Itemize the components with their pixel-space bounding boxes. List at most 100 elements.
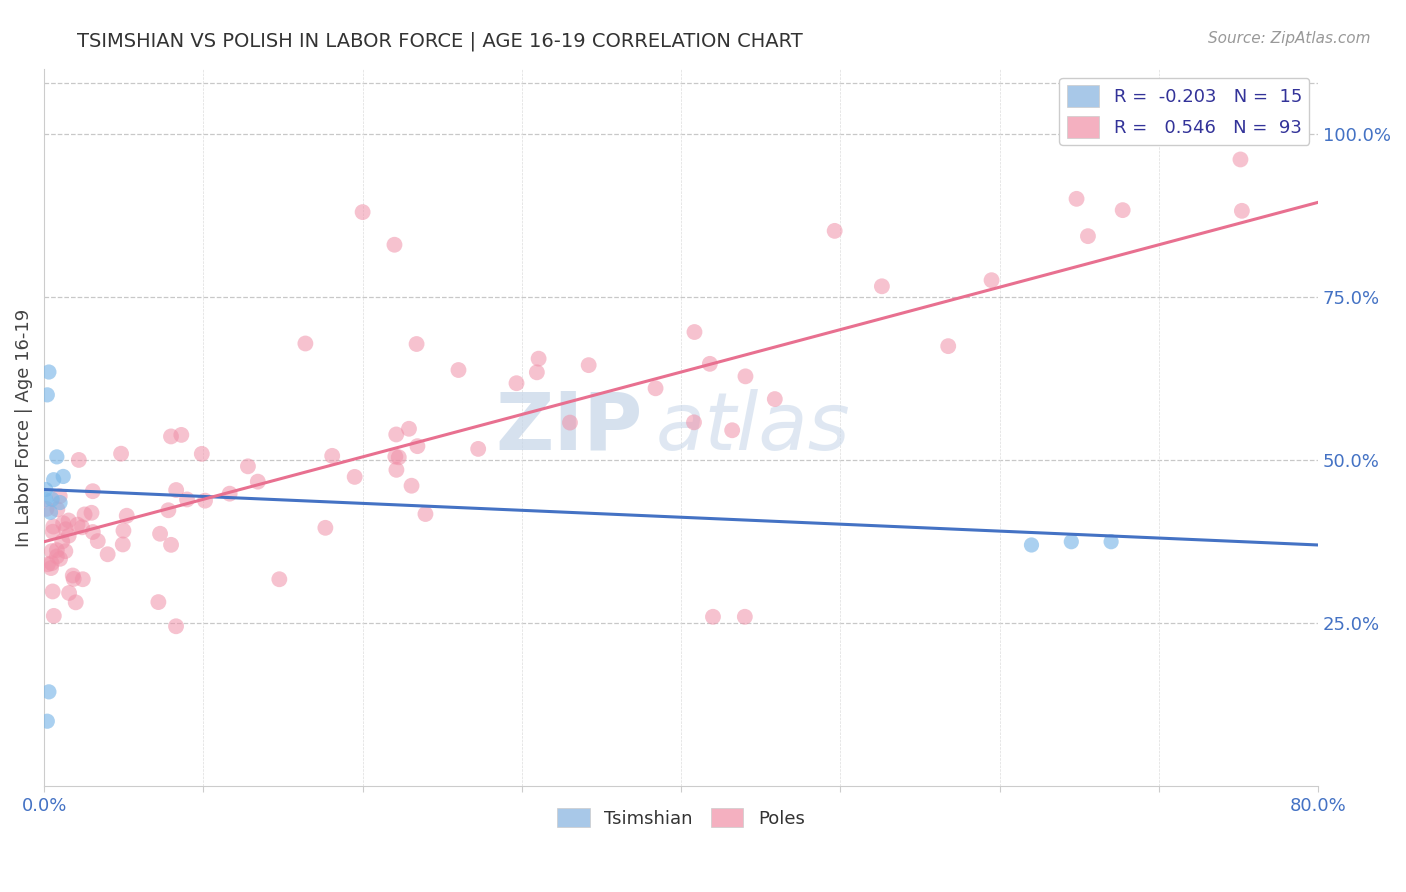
Point — [170, 428, 193, 442]
Point — [526, 365, 548, 379]
Point — [343, 470, 366, 484]
Point — [405, 337, 427, 351]
Point — [39, 505, 62, 519]
Point — [41, 584, 63, 599]
Point — [41, 556, 63, 570]
Text: TSIMSHIAN VS POLISH IN LABOR FORCE | AGE 16-19 CORRELATION CHART: TSIMSHIAN VS POLISH IN LABOR FORCE | AGE… — [77, 31, 803, 51]
Point — [384, 237, 406, 252]
Point — [49, 495, 72, 509]
Point — [62, 572, 84, 586]
Point — [527, 351, 550, 366]
Point — [37, 558, 59, 572]
Point — [41, 492, 63, 507]
Point — [82, 484, 104, 499]
Point — [824, 224, 846, 238]
Point — [505, 376, 527, 391]
Point — [52, 469, 75, 483]
Point — [236, 459, 259, 474]
Point — [165, 483, 187, 497]
Point — [314, 521, 336, 535]
Point — [149, 526, 172, 541]
Text: Source: ZipAtlas.com: Source: ZipAtlas.com — [1208, 31, 1371, 46]
Point — [70, 520, 93, 534]
Point — [115, 508, 138, 523]
Point — [218, 486, 240, 500]
Point — [38, 685, 60, 699]
Point — [176, 492, 198, 507]
Point — [1066, 192, 1088, 206]
Point — [51, 534, 73, 549]
Point — [467, 442, 489, 456]
Point — [1229, 153, 1251, 167]
Point — [578, 358, 600, 372]
Text: ZIP: ZIP — [496, 389, 643, 467]
Point — [45, 549, 67, 564]
Point — [644, 381, 666, 395]
Point — [58, 514, 80, 528]
Point — [48, 489, 70, 503]
Point — [42, 519, 65, 533]
Point — [415, 507, 437, 521]
Point — [110, 447, 132, 461]
Point — [82, 524, 104, 539]
Point — [194, 493, 217, 508]
Legend: Tsimshian, Poles: Tsimshian, Poles — [550, 800, 813, 835]
Point — [157, 503, 180, 517]
Point — [294, 336, 316, 351]
Point — [111, 537, 134, 551]
Y-axis label: In Labor Force | Age 16-19: In Labor Force | Age 16-19 — [15, 309, 32, 547]
Point — [45, 543, 67, 558]
Point — [52, 516, 75, 531]
Point — [148, 595, 170, 609]
Point — [763, 392, 786, 406]
Point — [1099, 534, 1122, 549]
Point — [721, 423, 744, 437]
Point — [191, 447, 214, 461]
Point — [160, 429, 183, 443]
Point — [1060, 534, 1083, 549]
Point — [42, 473, 65, 487]
Point — [80, 506, 103, 520]
Point — [97, 547, 120, 561]
Point — [683, 415, 706, 429]
Point — [73, 508, 96, 522]
Point — [558, 416, 581, 430]
Point — [45, 450, 67, 464]
Point — [65, 595, 87, 609]
Point — [38, 365, 60, 379]
Point — [72, 572, 94, 586]
Point — [385, 463, 408, 477]
Point — [388, 450, 411, 465]
Point — [160, 538, 183, 552]
Point — [1111, 203, 1133, 218]
Point — [37, 388, 59, 402]
Point — [49, 551, 72, 566]
Point — [1021, 538, 1043, 552]
Point — [53, 544, 76, 558]
Point — [406, 439, 429, 453]
Point — [1230, 203, 1253, 218]
Point — [447, 363, 470, 377]
Point — [352, 205, 374, 219]
Point — [41, 524, 63, 539]
Point — [46, 502, 69, 516]
Point — [321, 449, 343, 463]
Point — [58, 529, 80, 543]
Point — [734, 609, 756, 624]
Point — [42, 608, 65, 623]
Text: atlas: atlas — [655, 389, 851, 467]
Point — [936, 339, 959, 353]
Point — [165, 619, 187, 633]
Point — [39, 561, 62, 575]
Point — [734, 369, 756, 384]
Point — [37, 714, 59, 729]
Point — [58, 586, 80, 600]
Point — [1077, 229, 1099, 244]
Point — [385, 427, 408, 442]
Point — [699, 357, 721, 371]
Point — [62, 568, 84, 582]
Point — [55, 522, 77, 536]
Point — [112, 524, 135, 538]
Point — [702, 609, 724, 624]
Point — [35, 501, 58, 516]
